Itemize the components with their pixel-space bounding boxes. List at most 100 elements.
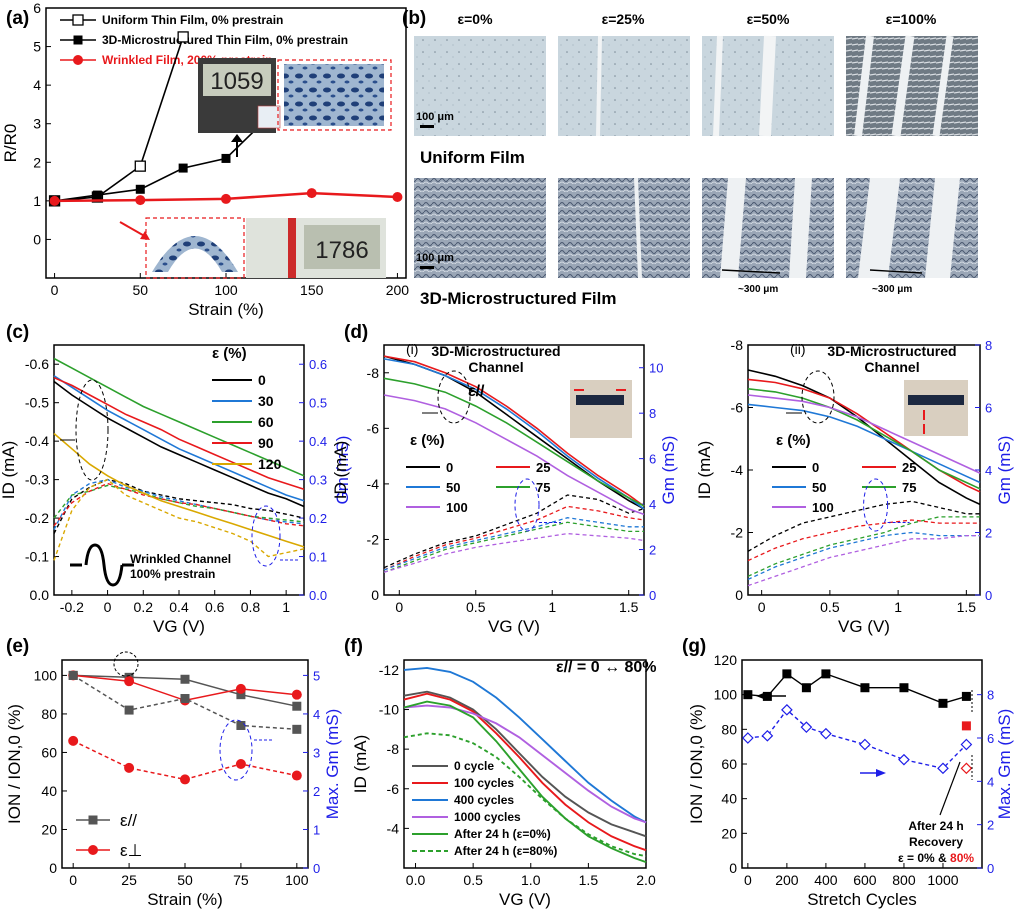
x-tick-label: 50 xyxy=(132,282,148,298)
x-tick-label: 0.8 xyxy=(241,599,261,615)
legend-label: 100 xyxy=(446,500,468,515)
g-note-line1: After 24 h xyxy=(908,819,963,833)
chart-a: 0 50 100 150 200 0 1 2 3 4 5 6 Strain (%) R/R0 Uniform… xyxy=(1,0,409,319)
y-right-tick-label: 0 xyxy=(313,861,320,876)
panel-label-c: (c) xyxy=(6,322,29,343)
d-i-photo-channel xyxy=(576,395,624,405)
id-curve xyxy=(403,732,647,858)
id-group-ellipse xyxy=(75,379,109,481)
x-axis-label: Stretch Cycles xyxy=(807,890,917,909)
micro-50-crack-2 xyxy=(789,178,812,278)
x-tick-label: 150 xyxy=(300,282,324,298)
data-point xyxy=(134,160,146,172)
y-right-tick-label: 8 xyxy=(985,338,992,353)
y-right-axis-label: Gm (mS) xyxy=(995,436,1014,505)
uniform-50-crack-1 xyxy=(713,35,723,137)
y-axis-label: ID (mA) xyxy=(695,441,714,500)
data-point xyxy=(49,195,60,206)
gm-curve xyxy=(53,478,305,530)
y-tick-label: -0.4 xyxy=(25,433,49,449)
y-tick-label: -8 xyxy=(367,365,380,381)
y-tick-label: 0.0 xyxy=(30,587,50,603)
x-axis-label: VG (V) xyxy=(838,617,890,636)
gap-arrow-50 xyxy=(721,269,781,274)
id-curve xyxy=(403,700,647,863)
y-tick-label: 20 xyxy=(721,825,737,841)
wrinkled-film-photo xyxy=(152,236,238,272)
y-tick-label: 1 xyxy=(33,193,41,209)
id-group-ellipse xyxy=(801,370,835,424)
data-point xyxy=(743,690,753,700)
x-tick-label: -0.2 xyxy=(60,599,84,615)
y-tick-label: -12 xyxy=(379,662,399,678)
gm-curve xyxy=(383,517,644,571)
gm-curve xyxy=(747,534,980,587)
panel-label-e: (e) xyxy=(6,636,29,657)
wrinkled-note-line1: Wrinkled Channel xyxy=(130,552,231,566)
y-tick-label: 4 xyxy=(33,77,41,93)
data-point xyxy=(960,762,973,775)
multimeter-display-top xyxy=(203,64,271,96)
probe-clip xyxy=(288,218,296,278)
y-tick-label: 80 xyxy=(721,721,737,737)
x-tick-label: 1 xyxy=(282,599,290,615)
y-tick-label: 0 xyxy=(33,231,41,247)
data-point xyxy=(180,694,190,704)
gm-group-ellipse xyxy=(863,478,889,532)
panel-label-a: (a) xyxy=(6,8,29,29)
right-axis-arrow-head xyxy=(876,769,886,777)
y-tick-label: -4 xyxy=(367,476,380,492)
y-right-tick-label: 2 xyxy=(313,784,320,799)
x-tick-label: 200 xyxy=(386,282,410,298)
chart-d-annotation: (i) 3D-Microstructured Channel ε// (ii) … xyxy=(406,341,968,438)
chart-c-annotation: Wrinkled Channel 100% prestrain xyxy=(70,543,231,587)
strain-header-0: ε=0% xyxy=(457,11,493,27)
legend-label: 400 cycles xyxy=(454,793,514,807)
gm-group-ellipse xyxy=(251,505,281,567)
id-curve xyxy=(53,375,305,502)
legend-label: 50 xyxy=(446,480,460,495)
id-curve xyxy=(383,377,645,507)
x-tick-label: 0 xyxy=(104,599,112,615)
uniform-100-crack-3 xyxy=(932,35,954,137)
uniform-25-image xyxy=(558,36,690,136)
y-tick-label: 100 xyxy=(714,687,738,703)
g-note-line3a: ε = 0% & xyxy=(898,851,950,865)
data-point xyxy=(291,770,302,781)
scale-bar-bottom xyxy=(420,266,434,269)
x-tick-label: 400 xyxy=(814,872,838,888)
chart-g: 0 200 400 600 800 1000 0 20 40 60 80 100 120 0 2 4 6 8 Str… xyxy=(687,652,1014,909)
data-point xyxy=(124,705,134,715)
arrow-head-wrinkled xyxy=(140,231,150,240)
gm-curve xyxy=(383,494,645,569)
id-curve xyxy=(403,690,647,838)
d-i-photo xyxy=(570,380,632,438)
y-tick-label: -0.6 xyxy=(25,356,49,372)
y-tick-label: 2 xyxy=(33,154,41,170)
x-tick-label: 0 xyxy=(744,872,752,888)
x-tick-label: 200 xyxy=(775,872,799,888)
gm-curve xyxy=(747,516,980,577)
y-axis-label: ION / ION,0 (%) xyxy=(5,704,24,824)
zoom-box-top xyxy=(277,59,392,131)
panel-label-f: (f) xyxy=(344,636,363,657)
y-tick-label: -2 xyxy=(731,525,744,541)
y-right-tick-label: 4 xyxy=(987,774,994,789)
gm-curve xyxy=(53,478,305,534)
data-point xyxy=(221,153,231,163)
strain-header-50: ε=50% xyxy=(747,11,790,27)
y-right-tick-label: 4 xyxy=(985,463,992,478)
x-axis-label: Strain (%) xyxy=(147,890,223,909)
y-tick-label: -0.1 xyxy=(25,549,49,565)
y-right-tick-label: 6 xyxy=(649,452,656,467)
y-right-axis-label: Max. Gm (mS) xyxy=(995,709,1014,820)
data-point xyxy=(92,190,102,200)
gm-curve xyxy=(383,532,645,573)
data-point xyxy=(235,759,246,769)
x-tick-label: 0.6 xyxy=(205,599,225,615)
legend-label: Uniform Thin Film, 0% prestrain xyxy=(102,13,283,27)
legend-label: 100 xyxy=(812,500,834,515)
scale-label-bottom: 100 μm xyxy=(416,252,454,264)
